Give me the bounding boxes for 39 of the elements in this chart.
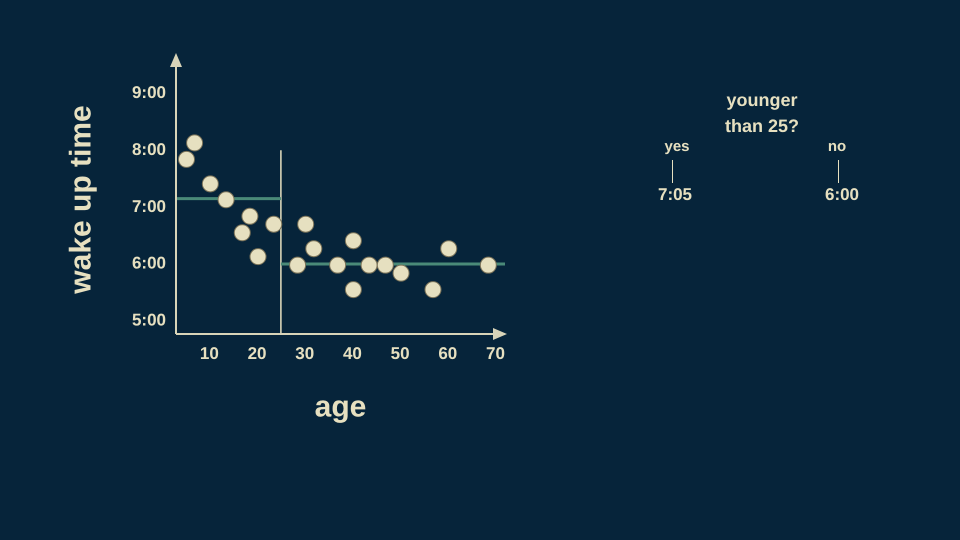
point (329, 256, 346, 274)
x-tick-label: 60 (438, 344, 458, 363)
x-tick-label: 40 (342, 344, 362, 363)
point (480, 256, 497, 274)
point (344, 232, 362, 250)
point (218, 191, 235, 208)
x-tick-label: 30 (295, 344, 314, 363)
point (202, 175, 219, 192)
text: yes (664, 137, 690, 157)
point (440, 240, 458, 258)
text: younger than 25? (724, 89, 800, 138)
y-tick-label: 9:00 (132, 83, 166, 102)
point (360, 256, 378, 274)
x-tick-label: 10 (200, 344, 219, 363)
y-tick-label: 8:00 (132, 140, 166, 159)
point (376, 256, 394, 274)
point (178, 150, 195, 168)
y-tick-label: 5:00 (132, 310, 166, 330)
y-axis-title: wake up time (64, 105, 98, 295)
y-tick-label: 7:00 (132, 196, 166, 216)
text: no (828, 137, 846, 157)
y-tick-label: 6:00 (132, 254, 166, 273)
point (234, 224, 251, 242)
point (265, 216, 282, 233)
point (305, 240, 322, 258)
point (289, 256, 306, 274)
text: 7:05 (658, 184, 692, 206)
x-tick-label: 20 (248, 344, 267, 363)
point (297, 216, 314, 233)
point (186, 134, 204, 152)
x-axis-title: age (314, 390, 366, 424)
point (392, 264, 410, 282)
point (424, 281, 442, 298)
x-tick-label: 50 (390, 344, 410, 363)
point (250, 248, 267, 266)
text: 6:00 (824, 184, 860, 206)
point (344, 281, 362, 298)
point (241, 208, 258, 225)
x-tick-label: 70 (486, 344, 505, 363)
